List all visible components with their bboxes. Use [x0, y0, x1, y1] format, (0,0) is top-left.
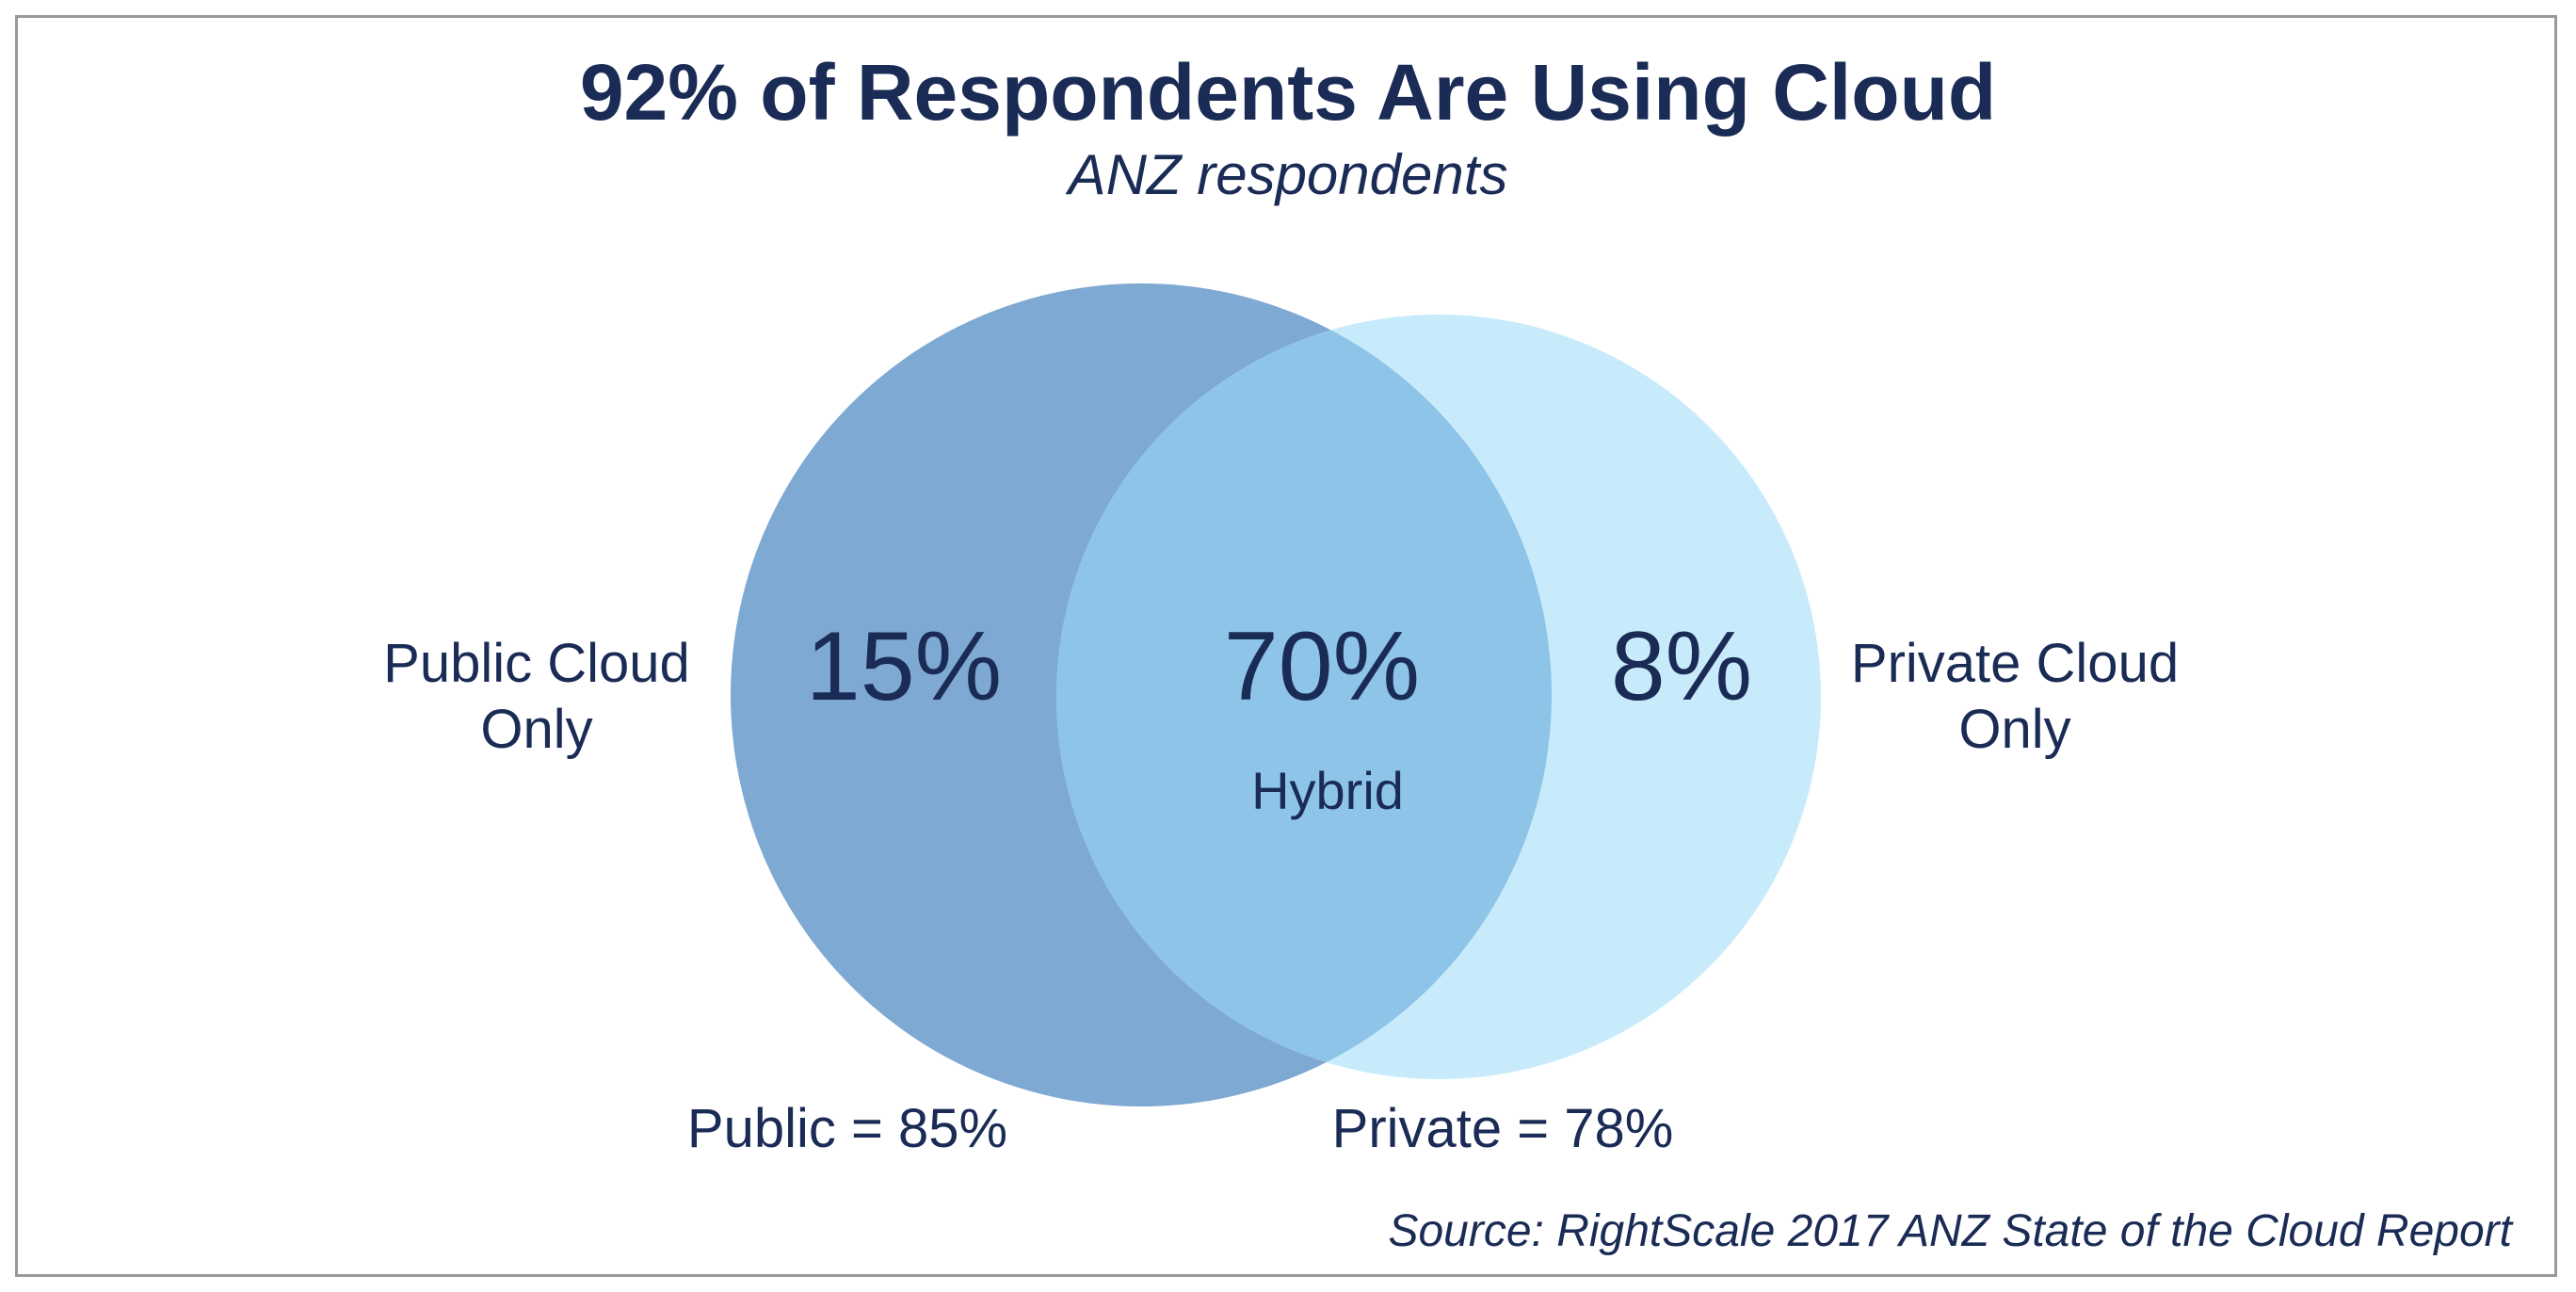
public-only-value: 15%: [805, 612, 1003, 721]
hybrid-label: Hybrid: [1251, 761, 1404, 820]
chart-title: 92% of Respondents Are Using Cloud: [579, 48, 1997, 137]
hybrid-value: 70%: [1223, 612, 1421, 721]
public-only-label-line1: Public Cloud: [383, 633, 690, 694]
public-only-label-line2: Only: [480, 699, 593, 760]
source-note: Source: RightScale 2017 ANZ State of the…: [1388, 1206, 2512, 1256]
private-total-label: Private = 78%: [1331, 1098, 1674, 1159]
public-total-label: Public = 85%: [686, 1098, 1008, 1159]
venn-intersection-hybrid: [1056, 315, 1552, 1079]
public-only-label: Public Cloud Only: [292, 631, 781, 763]
chart-subtitle: ANZ respondents: [1068, 143, 1508, 206]
private-only-label: Private Cloud Only: [1770, 631, 2260, 763]
private-only-label-line2: Only: [1958, 699, 2071, 760]
private-only-value: 8%: [1610, 612, 1753, 721]
private-only-label-line1: Private Cloud: [1850, 633, 2180, 694]
